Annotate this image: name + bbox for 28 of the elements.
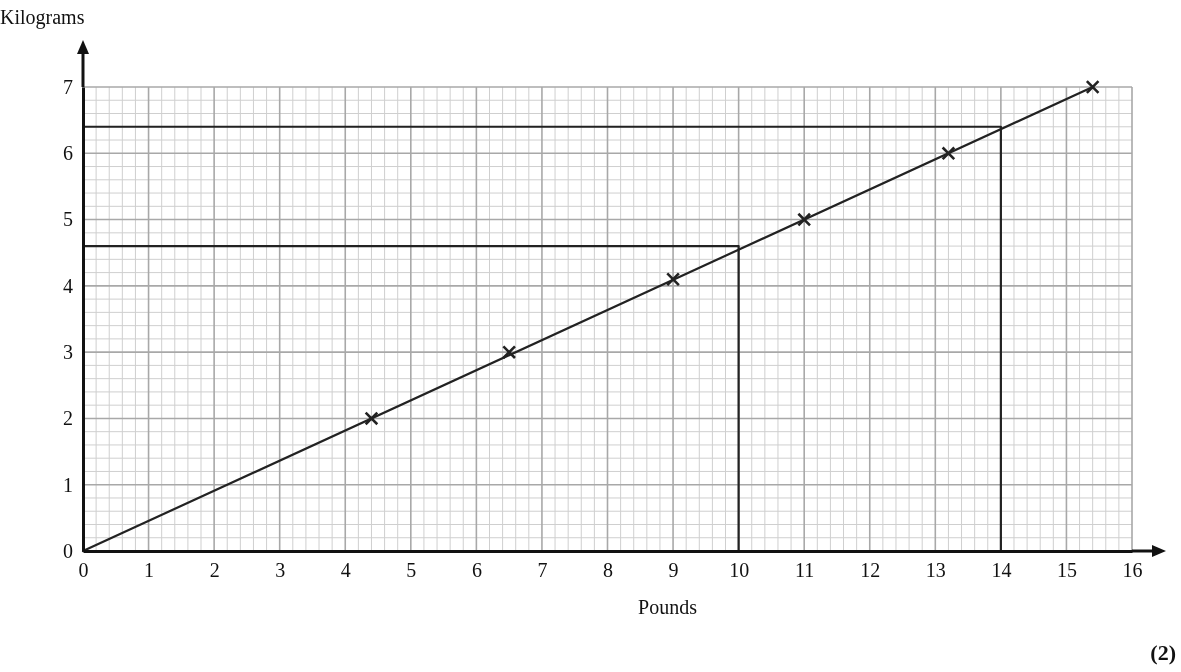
x-tick-label: 1 [144, 559, 155, 582]
x-tick-label: 6 [471, 559, 482, 582]
y-tick-label: 3 [63, 341, 73, 364]
x-tick-label: 16 [1122, 559, 1143, 582]
y-axis-title: Kilograms [0, 6, 85, 29]
text: (2) [1150, 640, 1176, 665]
x-tick-label: 14 [991, 559, 1012, 582]
x-tick-label: 11 [795, 559, 815, 582]
y-tick-label: 5 [63, 208, 73, 231]
y-tick-label: 4 [63, 274, 73, 297]
x-tick-label: 15 [1056, 559, 1077, 582]
y-tick-label: 1 [63, 473, 73, 496]
x-tick-label: 2 [209, 559, 220, 582]
y-tick-label: 6 [63, 142, 73, 165]
x-tick-label: 13 [925, 559, 946, 582]
x-tick-label: 5 [406, 559, 417, 582]
x-tick-label: 0 [78, 559, 89, 582]
y-tick-label: 7 [63, 75, 73, 98]
x-tick-label: 8 [603, 559, 613, 582]
x-tick-label: 4 [340, 559, 351, 582]
y-tick-label: 0 [63, 539, 73, 562]
x-tick-label: 10 [729, 559, 750, 582]
x-tick-label: 12 [860, 559, 881, 582]
x-tick-label: 7 [537, 559, 548, 582]
x-axis-title: Pounds [638, 596, 698, 618]
y-tick-label: 2 [63, 407, 73, 430]
x-tick-label: 9 [668, 559, 679, 582]
x-tick-label: 3 [275, 559, 286, 582]
